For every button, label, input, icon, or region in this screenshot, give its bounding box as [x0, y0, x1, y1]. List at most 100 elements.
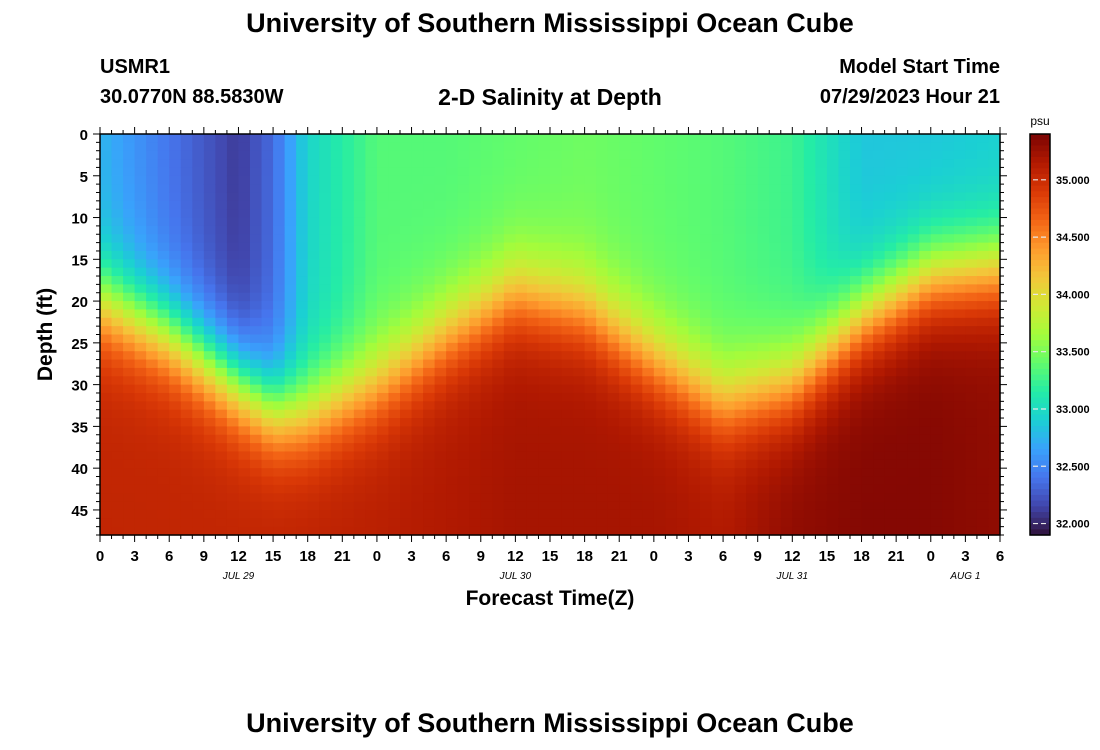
heatmap-cell	[226, 159, 240, 169]
heatmap-cell	[169, 342, 182, 352]
heatmap-cell	[503, 518, 516, 528]
heatmap-cell	[826, 276, 840, 285]
heatmap-cell	[896, 392, 909, 402]
heatmap-cell	[446, 443, 459, 453]
heatmap-cell	[319, 509, 332, 519]
heatmap-cell	[388, 225, 401, 235]
heatmap-cell	[157, 392, 170, 402]
colorbar-segment	[1030, 305, 1050, 313]
heatmap-cell	[550, 250, 563, 260]
heatmap-cell	[688, 317, 701, 327]
heatmap-cell	[780, 334, 793, 344]
heatmap-cell	[284, 150, 297, 160]
heatmap-cell	[492, 134, 505, 143]
heatmap-cell	[250, 468, 263, 478]
heatmap-cell	[815, 334, 828, 344]
colorbar-segment	[1030, 523, 1050, 530]
heatmap-cell	[723, 159, 736, 169]
heatmap-cell	[676, 426, 690, 436]
heatmap-cell	[273, 267, 286, 277]
heatmap-cell	[100, 225, 113, 235]
heatmap-cell	[203, 484, 216, 494]
heatmap-cell	[642, 468, 655, 478]
heatmap-cell	[261, 484, 274, 494]
heatmap-cell	[976, 518, 990, 528]
heatmap-cell	[607, 250, 620, 260]
heatmap-cell	[307, 509, 320, 519]
heatmap-cell	[953, 276, 966, 285]
heatmap-cell	[792, 493, 805, 503]
heatmap-cell	[261, 443, 274, 453]
colorbar-segment	[1030, 397, 1050, 404]
heatmap-cell	[238, 142, 251, 152]
heatmap-cell	[861, 276, 874, 285]
heatmap-cell	[515, 493, 528, 503]
heatmap-cell	[746, 184, 759, 194]
heatmap-cell	[353, 418, 366, 427]
heatmap-cell	[446, 292, 459, 302]
heatmap-cell	[226, 342, 240, 352]
heatmap-cell	[850, 200, 863, 210]
heatmap-cell	[584, 292, 597, 302]
heatmap-cell	[526, 259, 540, 269]
heatmap-cell	[561, 259, 574, 269]
heatmap-cell	[238, 401, 251, 411]
heatmap-cell	[434, 501, 447, 511]
heatmap-cell	[769, 434, 782, 444]
heatmap-cell	[653, 284, 666, 294]
heatmap-cell	[619, 509, 632, 519]
heatmap-cell	[526, 509, 540, 519]
heatmap-cell	[792, 200, 805, 210]
heatmap-cell	[273, 276, 286, 285]
heatmap-cell	[826, 184, 840, 194]
heatmap-cell	[538, 359, 551, 369]
heatmap-cell	[873, 418, 886, 427]
heatmap-cell	[469, 150, 482, 160]
heatmap-cell	[146, 384, 159, 394]
heatmap-cell	[111, 234, 124, 244]
heatmap-cell	[330, 250, 343, 260]
heatmap-cell	[607, 434, 620, 444]
heatmap-cell	[446, 334, 459, 344]
heatmap-cell	[146, 367, 159, 377]
heatmap-cell	[953, 250, 966, 260]
heatmap-cell	[226, 351, 240, 361]
heatmap-cell	[930, 217, 943, 227]
heatmap-cell	[596, 509, 609, 519]
heatmap-cell	[780, 376, 793, 386]
heatmap-cell	[469, 209, 482, 219]
heatmap-cell	[134, 342, 147, 352]
heatmap-cell	[884, 292, 897, 302]
heatmap-cell	[861, 301, 874, 311]
heatmap-cell	[561, 409, 574, 419]
heatmap-cell	[526, 518, 540, 528]
heatmap-cell	[400, 526, 413, 536]
heatmap-cell	[100, 267, 113, 277]
heatmap-cell	[376, 301, 390, 311]
heatmap-cell	[353, 392, 366, 402]
heatmap-cell	[942, 209, 955, 219]
heatmap-cell	[884, 159, 897, 169]
heatmap-cell	[653, 276, 666, 285]
heatmap-cell	[250, 150, 263, 160]
heatmap-cell	[665, 342, 678, 352]
heatmap-cell	[296, 242, 309, 252]
heatmap-cell	[146, 476, 159, 486]
heatmap-cell	[365, 476, 378, 486]
heatmap-cell	[746, 426, 759, 436]
heatmap-cell	[826, 292, 840, 302]
heatmap-cell	[988, 317, 1001, 327]
heatmap-cell	[238, 351, 251, 361]
heatmap-cell	[873, 242, 886, 252]
heatmap-cell	[723, 309, 736, 319]
heatmap-cell	[226, 484, 240, 494]
heatmap-cell	[250, 418, 263, 427]
heatmap-cell	[803, 276, 816, 285]
heatmap-cell	[180, 225, 193, 235]
heatmap-cell	[180, 401, 193, 411]
heatmap-cell	[734, 509, 747, 519]
heatmap-cell	[711, 242, 724, 252]
heatmap-cell	[803, 351, 816, 361]
heatmap-cell	[896, 309, 909, 319]
heatmap-cell	[584, 409, 597, 419]
